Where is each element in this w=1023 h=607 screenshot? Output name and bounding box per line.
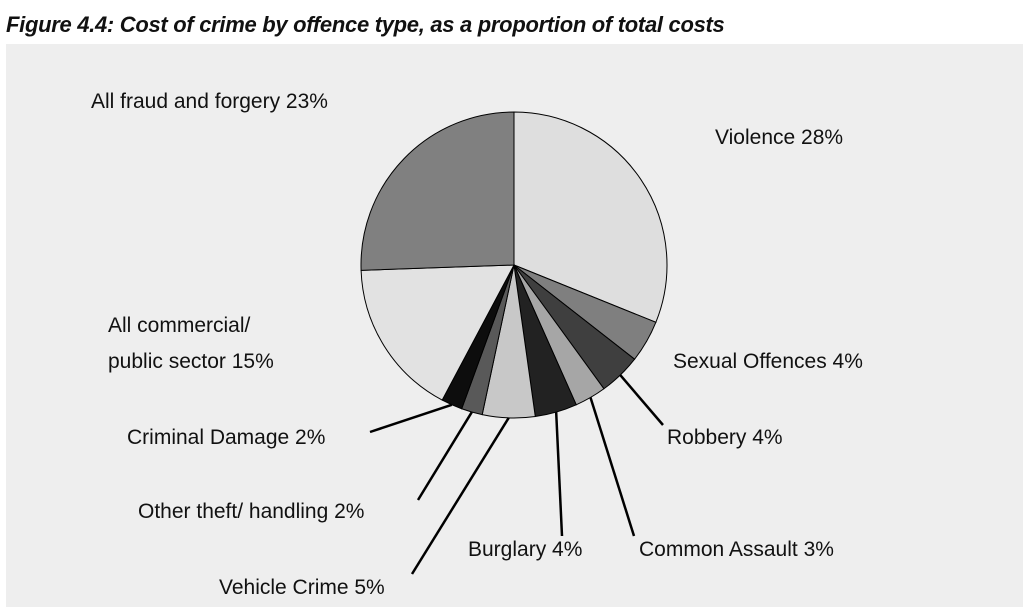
title-bar: Figure 4.4: Cost of crime by offence typ… (0, 0, 1023, 44)
pie-slices (360, 111, 668, 419)
label-burglary: Burglary 4% (468, 538, 582, 561)
leader-line-other-theft (416, 411, 473, 501)
label-vehicle-crime: Vehicle Crime 5% (219, 576, 385, 599)
label-robbery: Robbery 4% (667, 426, 783, 449)
leader-lines (369, 374, 664, 575)
chart-title: Figure 4.4: Cost of crime by offence typ… (6, 12, 725, 37)
leader-line-robbery (619, 374, 664, 426)
label-violence: Violence 28% (715, 126, 843, 149)
label-fraud-forgery: All fraud and forgery 23% (91, 90, 328, 113)
leader-line-vehicle-crime (410, 417, 510, 575)
leader-line-criminal-damage (369, 403, 453, 434)
label-common-assault: Common Assault 3% (639, 538, 834, 561)
slice-violence (513, 111, 668, 323)
slice-commercial-public-sector (360, 264, 515, 401)
label-criminal-damage: Criminal Damage 2% (127, 426, 325, 449)
label-commercial-line-2: public sector 15% (108, 350, 274, 373)
slice-fraud-forgery (360, 111, 515, 271)
label-commercial-line-1: All commercial/ (108, 314, 251, 337)
label-other-theft: Other theft/ handling 2% (138, 500, 364, 523)
leader-line-burglary (554, 412, 564, 537)
label-sexual-offences: Sexual Offences 4% (673, 350, 863, 373)
leader-line-common-assault (589, 397, 636, 537)
